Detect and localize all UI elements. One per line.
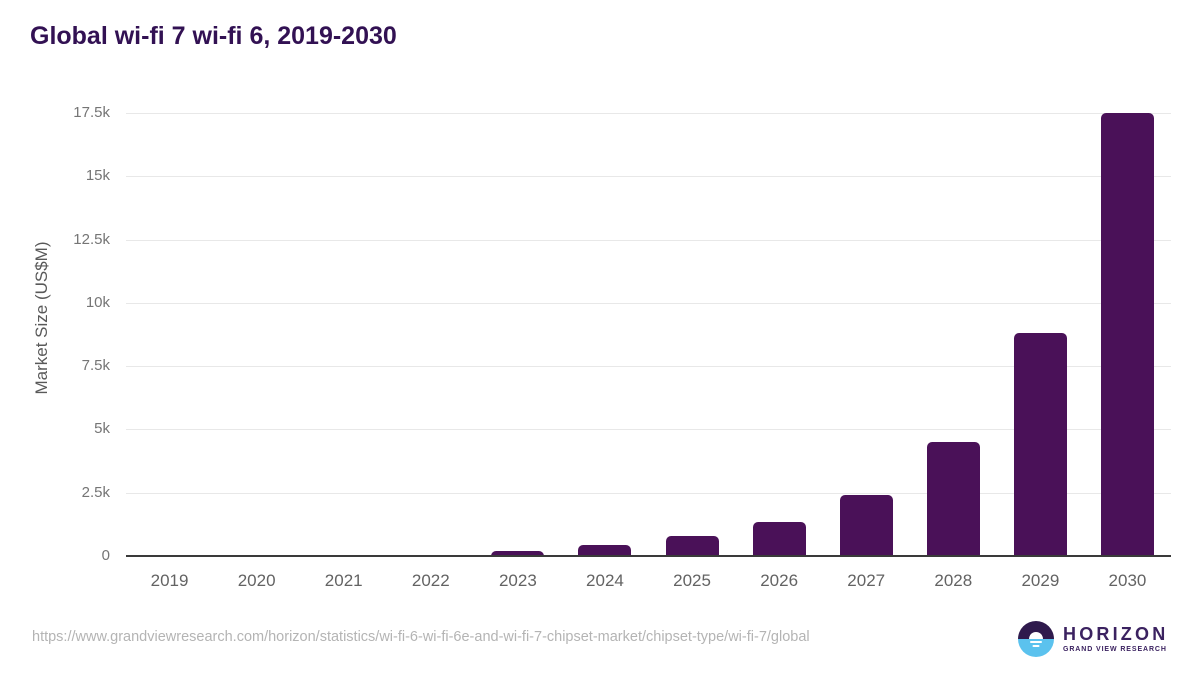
gridline (126, 492, 1171, 494)
gridline (126, 366, 1171, 368)
x-axis-label: 2019 (150, 571, 189, 590)
horizon-logo: HORIZON GRAND VIEW RESEARCH (1018, 621, 1168, 657)
x-axis-label: 2027 (847, 571, 886, 590)
x-axis-label: 2022 (411, 571, 450, 590)
sun-icon (1029, 632, 1043, 639)
x-axis-label: 2028 (934, 571, 973, 590)
x-axis-label: 2024 (586, 571, 624, 590)
bar-2024 (578, 545, 632, 556)
x-axis-label: 2023 (498, 571, 537, 590)
x-axis-line (126, 555, 1171, 557)
gridline (126, 429, 1171, 431)
y-axis-tick-label: 0 (101, 547, 110, 564)
sun-reflection-line (1030, 641, 1042, 643)
x-axis-label: 2030 (1108, 571, 1147, 590)
bar-2028 (926, 442, 980, 556)
source-url: https://www.grandviewresearch.com/horizo… (32, 629, 810, 645)
bar-2023 (491, 551, 545, 556)
gridline (126, 239, 1171, 241)
gridline (126, 113, 1171, 114)
bar-2027 (839, 495, 893, 556)
x-axis-label: 2029 (1021, 571, 1060, 590)
y-axis-tick-label: 12.5k (73, 230, 110, 248)
bar-2030 (1100, 113, 1154, 556)
horizon-sun-icon (1018, 621, 1054, 657)
bar-2026 (752, 522, 806, 556)
bar-2025 (665, 536, 719, 556)
logo-title: HORIZON (1063, 624, 1169, 644)
gridline (126, 302, 1171, 304)
logo-text: HORIZON GRAND VIEW RESEARCH (1063, 625, 1168, 653)
y-axis-tick-label: 2.5k (81, 483, 110, 501)
y-axis-tick-label: 15k (85, 167, 110, 185)
sun-reflection-line (1032, 645, 1040, 647)
x-axis-label: 2026 (760, 571, 799, 590)
y-axis-tick-label: 7.5k (81, 357, 110, 375)
logo-subtitle: GRAND VIEW RESEARCH (1063, 646, 1167, 653)
y-axis-tick-label: 17.5k (73, 104, 110, 121)
x-axis-label: 2025 (673, 571, 711, 590)
y-axis-tick-label: 5k (94, 420, 110, 438)
y-axis-tick-label: 10k (85, 293, 110, 311)
chart-title: Global wi-fi 7 wi-fi 6, 2019-2030 (30, 22, 397, 50)
gridline (126, 176, 1171, 178)
x-axis-label: 2021 (324, 571, 363, 590)
bar-2029 (1013, 333, 1067, 556)
x-axis-label: 2020 (237, 571, 276, 590)
